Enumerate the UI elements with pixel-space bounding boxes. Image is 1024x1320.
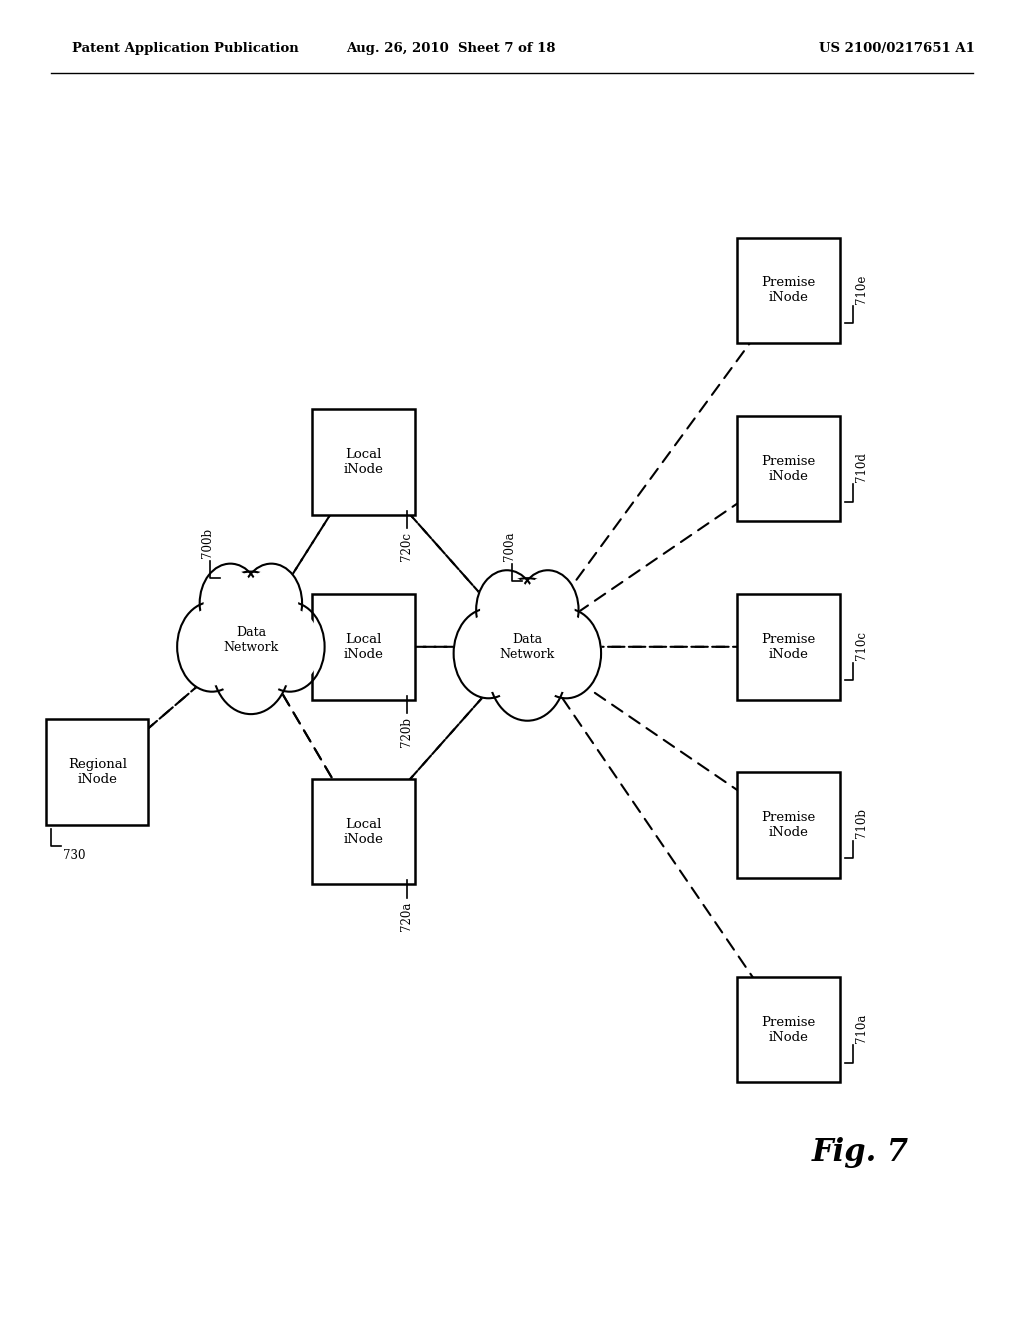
Text: Fig. 7: Fig. 7 xyxy=(812,1138,908,1168)
Text: 730: 730 xyxy=(63,849,86,862)
Text: Premise
iNode: Premise iNode xyxy=(762,632,815,661)
Circle shape xyxy=(490,586,564,681)
Text: 710a: 710a xyxy=(855,1014,868,1043)
Text: 720b: 720b xyxy=(400,717,413,747)
Circle shape xyxy=(260,609,319,685)
Text: 710e: 710e xyxy=(855,275,868,304)
Circle shape xyxy=(531,609,601,698)
Text: US 2100/0217651 A1: US 2100/0217651 A1 xyxy=(819,42,975,55)
Circle shape xyxy=(208,572,294,682)
Circle shape xyxy=(255,602,325,692)
Text: 710c: 710c xyxy=(855,631,868,660)
Text: 700a: 700a xyxy=(504,532,516,561)
Circle shape xyxy=(205,570,256,636)
Circle shape xyxy=(522,576,573,643)
Text: Data
Network: Data Network xyxy=(500,632,555,661)
Circle shape xyxy=(495,628,560,713)
Circle shape xyxy=(537,615,596,692)
Text: Regional
iNode: Regional iNode xyxy=(68,758,127,787)
Circle shape xyxy=(481,576,532,643)
Text: 720c: 720c xyxy=(400,532,413,561)
Circle shape xyxy=(517,570,579,649)
Text: 700b: 700b xyxy=(202,528,214,558)
Circle shape xyxy=(459,615,518,692)
Text: Local
iNode: Local iNode xyxy=(344,817,383,846)
FancyBboxPatch shape xyxy=(46,719,148,825)
Text: Data
Network: Data Network xyxy=(223,626,279,655)
Circle shape xyxy=(212,614,290,714)
Text: Premise
iNode: Premise iNode xyxy=(762,810,815,840)
Text: Aug. 26, 2010  Sheet 7 of 18: Aug. 26, 2010 Sheet 7 of 18 xyxy=(346,42,555,55)
Text: 710b: 710b xyxy=(855,808,868,838)
Text: Premise
iNode: Premise iNode xyxy=(762,1015,815,1044)
FancyBboxPatch shape xyxy=(312,594,415,700)
Text: Premise
iNode: Premise iNode xyxy=(762,454,815,483)
Circle shape xyxy=(246,570,298,636)
FancyBboxPatch shape xyxy=(737,416,840,521)
Circle shape xyxy=(177,602,247,692)
Text: Premise
iNode: Premise iNode xyxy=(762,276,815,305)
Circle shape xyxy=(218,622,284,706)
Circle shape xyxy=(241,564,302,643)
FancyBboxPatch shape xyxy=(312,779,415,884)
Circle shape xyxy=(182,609,242,685)
Circle shape xyxy=(476,570,538,649)
Text: 710d: 710d xyxy=(855,451,868,482)
Text: 720a: 720a xyxy=(400,902,413,931)
FancyBboxPatch shape xyxy=(312,409,415,515)
Text: Local
iNode: Local iNode xyxy=(344,447,383,477)
Circle shape xyxy=(484,578,570,689)
Circle shape xyxy=(200,564,261,643)
Text: Patent Application Publication: Patent Application Publication xyxy=(72,42,298,55)
FancyBboxPatch shape xyxy=(737,238,840,343)
FancyBboxPatch shape xyxy=(737,977,840,1082)
FancyBboxPatch shape xyxy=(737,772,840,878)
Circle shape xyxy=(454,609,523,698)
Text: Local
iNode: Local iNode xyxy=(344,632,383,661)
Circle shape xyxy=(488,620,566,721)
FancyBboxPatch shape xyxy=(737,594,840,700)
Circle shape xyxy=(214,579,288,675)
